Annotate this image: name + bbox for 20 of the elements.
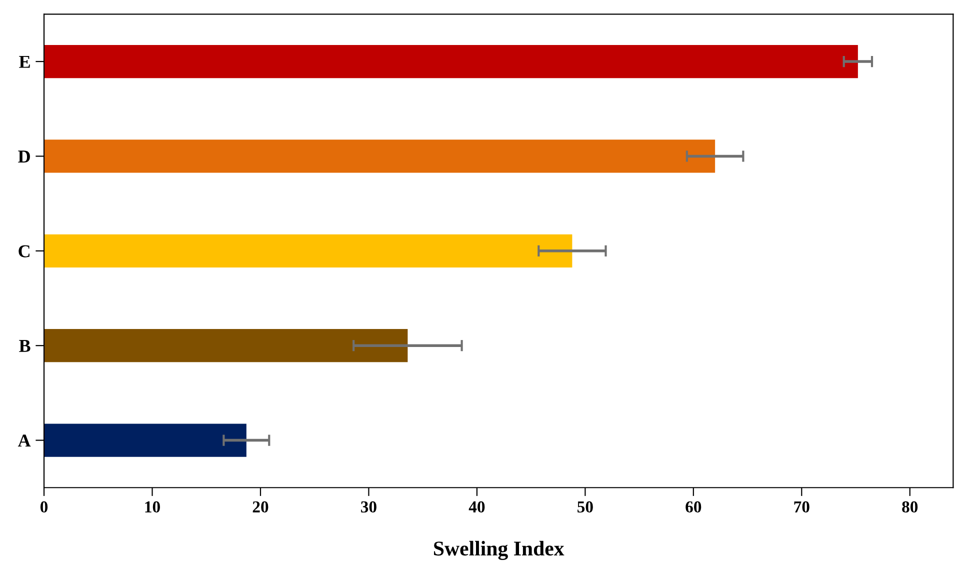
x-tick-label: 40 bbox=[468, 501, 485, 513]
y-tick-label: B bbox=[19, 340, 30, 352]
y-tick-label: A bbox=[18, 434, 31, 447]
x-tick-label: 80 bbox=[902, 501, 918, 513]
x-tick-label: 60 bbox=[686, 501, 702, 513]
bar bbox=[44, 140, 716, 173]
x-tick-label: 70 bbox=[794, 501, 810, 513]
x-tick-label: 30 bbox=[361, 501, 376, 513]
y-tick-label: C bbox=[18, 245, 30, 258]
x-tick-label: 20 bbox=[252, 501, 268, 513]
bar bbox=[44, 234, 572, 268]
x-tick-label: 10 bbox=[145, 501, 160, 513]
x-tick-label: 0 bbox=[40, 501, 48, 513]
y-tick-label: E bbox=[19, 56, 30, 68]
x-tick-label: 50 bbox=[578, 501, 593, 513]
x-axis-title: Swelling Index bbox=[434, 540, 564, 560]
bar bbox=[44, 329, 408, 362]
y-tick-label: D bbox=[18, 150, 30, 163]
bar bbox=[44, 424, 246, 457]
bar bbox=[44, 44, 858, 78]
